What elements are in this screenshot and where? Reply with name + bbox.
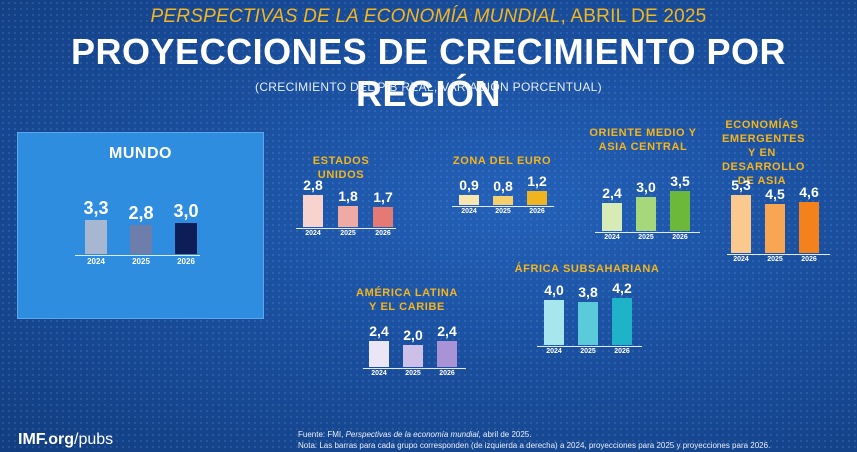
source-note: Fuente: FMI, Perspectivas de la economía… [298, 429, 853, 451]
x-tick-label: 2025 [405, 370, 421, 377]
data-label: 0,9 [459, 176, 479, 193]
x-axis-line [75, 255, 200, 256]
bar-2025 [578, 302, 598, 345]
bar-2026 [437, 340, 457, 367]
x-tick-label: 2026 [614, 348, 630, 355]
source-line: Fuente: FMI, Perspectivas de la economía… [298, 430, 532, 439]
bar-2026 [373, 207, 393, 227]
data-label: 3,0 [636, 178, 656, 195]
data-label: 5,3 [731, 176, 751, 193]
x-tick-label: 2024 [733, 256, 749, 263]
bar-2024 [303, 194, 323, 227]
x-axis-line [727, 254, 830, 255]
x-tick-label: 2026 [375, 230, 391, 237]
data-label: 2,4 [602, 185, 622, 202]
bar-2025 [765, 203, 785, 253]
data-label: 1,7 [373, 189, 393, 206]
report-kicker: PERSPECTIVAS DE LA ECONOMÍA MUNDIAL, ABR… [150, 6, 707, 27]
chart-title: AMÉRICA LATINA Y EL CARIBE [356, 287, 458, 313]
data-label: 4,5 [765, 185, 785, 202]
x-tick-label: 2024 [305, 230, 321, 237]
x-tick-label: 2024 [546, 348, 562, 355]
x-tick-label: 2026 [177, 257, 195, 266]
x-tick-label: 2026 [439, 370, 455, 377]
bar-2024 [369, 340, 389, 367]
bar-2025 [130, 225, 152, 254]
x-tick-label: 2024 [371, 370, 387, 377]
bar-2024 [85, 220, 107, 254]
data-label: 3,3 [83, 198, 109, 219]
x-tick-label: 2026 [801, 256, 817, 263]
bar-2025 [403, 345, 423, 367]
x-tick-label: 2025 [638, 234, 654, 241]
x-axis-line [363, 368, 466, 369]
data-label: 2,0 [403, 327, 423, 343]
bar-2026 [799, 202, 819, 253]
bar-2026 [612, 297, 632, 345]
x-tick-label: 2025 [340, 230, 356, 237]
chart-title: MUNDO [109, 145, 172, 162]
data-label: 3,8 [578, 284, 598, 301]
data-label: 2,8 [128, 203, 154, 224]
chart-title: ÁFRICA SUBSAHARIANA [514, 263, 660, 275]
data-label: 0,8 [493, 177, 513, 194]
data-label: 4,0 [544, 282, 564, 299]
x-tick-label: 2025 [580, 348, 596, 355]
bar-2025 [338, 206, 358, 227]
x-tick-label: 2024 [461, 208, 477, 215]
x-tick-label: 2026 [529, 208, 545, 215]
chart-title: ORIENTE MEDIO Y ASIA CENTRAL [589, 127, 697, 153]
x-axis-line [296, 228, 396, 229]
bar-2024 [544, 300, 564, 345]
x-tick-label: 2025 [495, 208, 511, 215]
bar-2024 [459, 194, 479, 205]
bar-2026 [670, 190, 690, 231]
data-label: 2,4 [369, 322, 389, 339]
data-label: 1,2 [527, 173, 547, 190]
x-tick-label: 2025 [767, 256, 783, 263]
x-axis-line [595, 232, 700, 233]
data-label: 1,8 [338, 188, 358, 205]
x-tick-label: 2024 [87, 257, 105, 266]
bar-2025 [493, 195, 513, 205]
bar-2024 [602, 203, 622, 231]
bar-2025 [636, 196, 656, 231]
data-label: 3,5 [670, 172, 690, 189]
bar-2026 [527, 191, 547, 205]
x-tick-label: 2024 [604, 234, 620, 241]
chart-title: ECONOMÍAS EMERGENTES Y EN DESARROLLO DE … [722, 119, 806, 187]
chart-title: ESTADOS UNIDOS [312, 155, 370, 181]
bar-2024 [731, 194, 751, 253]
x-tick-label: 2026 [672, 234, 688, 241]
data-label: 2,4 [437, 322, 457, 339]
x-tick-label: 2025 [132, 257, 150, 266]
data-label: 4,2 [612, 279, 632, 296]
chart-title: ZONA DEL EURO [452, 155, 552, 167]
data-label: 2,8 [303, 176, 323, 193]
bar-2026 [175, 223, 197, 254]
imf-logo-link[interactable]: IMF.org/pubs [18, 431, 114, 448]
x-axis-line [537, 346, 642, 347]
data-label: 4,6 [799, 184, 819, 201]
data-label: 3,0 [173, 201, 199, 222]
unit-note: (CRECIMIENTO DEL PIB REAL, VARIACIÓN POR… [255, 80, 602, 94]
x-axis-line [452, 206, 554, 207]
note-line: Nota: Las barras para cada grupo corresp… [298, 441, 771, 450]
page-title: PROYECCIONES DE CRECIMIENTO POR REGIÓN [71, 31, 786, 114]
